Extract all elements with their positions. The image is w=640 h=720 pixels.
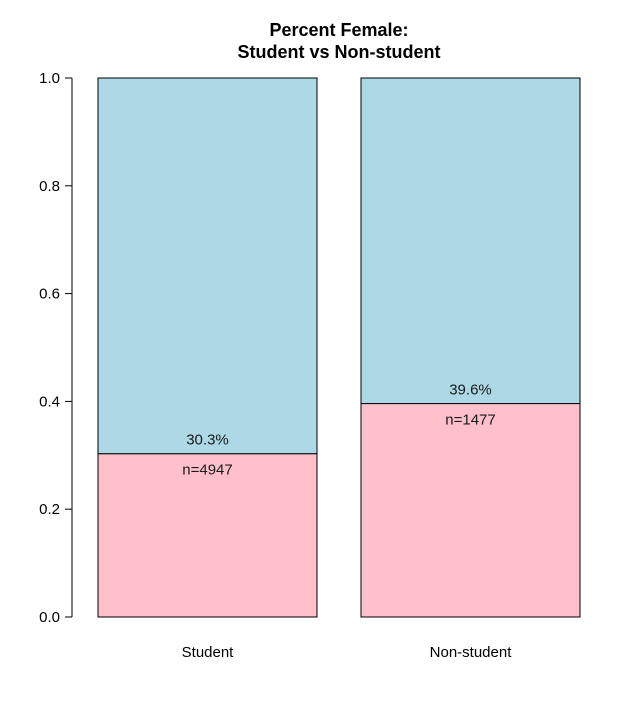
y-tick-label-2: 0.4 <box>39 393 60 410</box>
bar-student-segment-1 <box>97 77 318 455</box>
percent-label-1: 39.6% <box>449 382 492 399</box>
x-category-label-1: Non-student <box>430 644 513 661</box>
n-label-1: n=1477 <box>445 412 495 429</box>
chart-title: Percent Female: Student vs Non-student <box>238 20 441 62</box>
y-tick-label-3: 0.6 <box>39 286 60 303</box>
bar-student-segment-0 <box>97 453 318 618</box>
y-tick-label-1: 0.2 <box>39 501 60 518</box>
bars-group: 30.3% n=4947 39.6% n=1477 <box>97 77 581 618</box>
percent-label-0: 30.3% <box>186 432 229 449</box>
y-tick-label-5: 1.0 <box>39 70 60 87</box>
bar-non-student-segment-0 <box>360 403 581 618</box>
bar-non-student-segment-1 <box>360 77 581 405</box>
x-axis-labels: Student Non-student <box>182 644 513 661</box>
x-category-label-0: Student <box>182 644 235 661</box>
y-tick-label-4: 0.8 <box>39 178 60 195</box>
y-tick-label-0: 0.0 <box>39 609 60 626</box>
n-label-0: n=4947 <box>182 462 232 479</box>
chart-title-line-2: Student vs Non-student <box>238 42 441 62</box>
chart-title-line-1: Percent Female: <box>269 20 408 40</box>
y-axis: 0.0 0.2 0.4 0.6 0.8 1.0 <box>39 70 73 626</box>
